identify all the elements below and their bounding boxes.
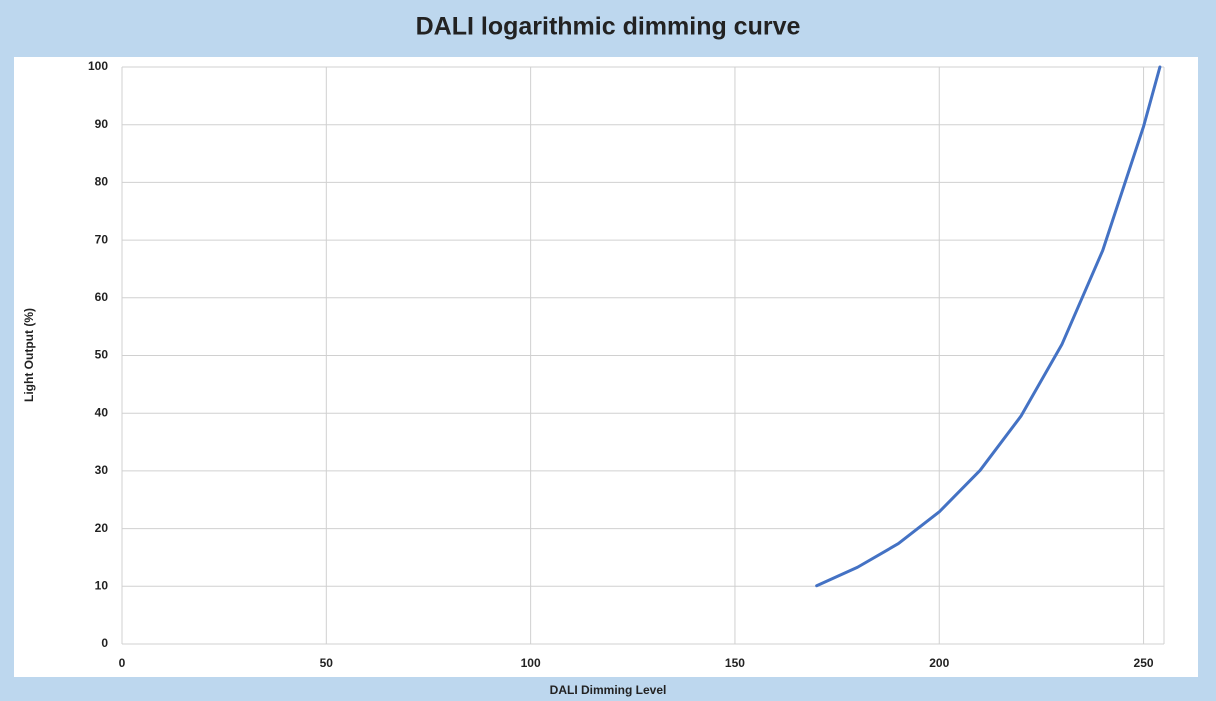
y-tick-label: 30 xyxy=(95,463,109,477)
x-tick-label: 50 xyxy=(320,656,334,670)
y-tick-label: 50 xyxy=(95,348,109,362)
y-tick-label: 80 xyxy=(95,175,109,189)
y-axis-label: Light Output (%) xyxy=(22,308,36,402)
x-tick-label: 200 xyxy=(929,656,949,670)
y-tick-label: 100 xyxy=(88,59,108,73)
y-tick-label: 70 xyxy=(95,232,109,246)
y-tick-label: 60 xyxy=(95,290,109,304)
y-tick-label: 0 xyxy=(101,636,108,650)
x-tick-label: 100 xyxy=(521,656,541,670)
x-tick-label: 250 xyxy=(1134,656,1154,670)
chart-title: DALI logarithmic dimming curve xyxy=(416,13,801,41)
data-line xyxy=(815,65,1162,588)
y-tick-label: 40 xyxy=(95,405,109,419)
x-tick-label: 0 xyxy=(119,656,126,670)
y-tick-label: 20 xyxy=(95,521,109,535)
x-tick-label: 150 xyxy=(725,656,745,670)
y-tick-label: 90 xyxy=(95,117,109,131)
x-axis-label: DALI Dimming Level xyxy=(550,683,667,697)
chart-area xyxy=(14,57,1198,677)
y-tick-label: 10 xyxy=(95,578,109,592)
